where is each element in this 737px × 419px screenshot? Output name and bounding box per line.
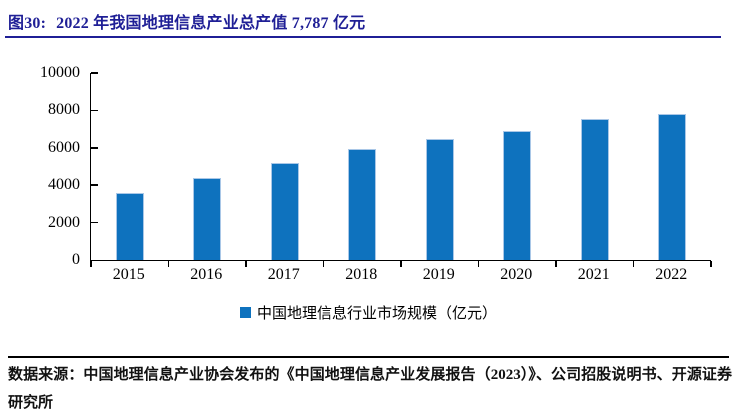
y-tick-label-4000: 4000	[48, 176, 80, 194]
title-divider-rule	[5, 36, 721, 38]
bar-2022	[658, 114, 687, 260]
x-tick-mark-1	[167, 261, 170, 267]
y-tick-mark-10000	[91, 72, 98, 74]
x-axis-label-2015: 2015	[112, 266, 145, 283]
bar-2018	[348, 148, 377, 260]
x-tick-mark-0	[90, 261, 92, 267]
bar-2016	[193, 178, 222, 260]
y-tick-label-0: 0	[72, 251, 80, 268]
y-tick-label-8000: 8000	[48, 101, 80, 119]
x-tick-mark-7	[632, 261, 635, 267]
x-axis-label-2016: 2016	[190, 266, 223, 283]
bar-2020	[503, 131, 532, 260]
x-tick-mark-8	[710, 261, 712, 267]
bar-2017	[270, 163, 299, 260]
y-tick-label-2000: 2000	[48, 213, 80, 231]
bar-2015	[115, 192, 144, 260]
x-axis-label-2022: 2022	[655, 266, 688, 283]
figure-title: 图30: 2022 年我国地理信息产业总产值 7,787 亿元	[8, 9, 730, 33]
x-axis-label-2018: 2018	[345, 266, 378, 283]
y-tick-mark-6000	[91, 147, 98, 149]
bar-2019	[425, 138, 454, 260]
bar-2021	[580, 119, 609, 260]
data-source-note: 数据来源：中国地理信息产业协会发布的《中国地理信息产业发展报告（2023）》、公…	[8, 367, 732, 411]
x-tick-mark-4	[400, 261, 402, 267]
y-tick-label-6000: 6000	[48, 138, 80, 156]
chart-legend: 中国地理信息行业市场规模（亿元）	[0, 302, 737, 323]
figure-number-label: 图30:	[8, 15, 47, 32]
y-tick-mark-4000	[91, 184, 98, 186]
x-axis-label-2019: 2019	[422, 266, 455, 283]
y-tick-mark-2000	[91, 221, 98, 224]
plot-area	[90, 72, 712, 267]
x-tick-mark-3	[322, 261, 325, 267]
footer-divider-rule	[8, 356, 729, 358]
bar-chart: 0 2000 4000 6000 8000 10000 2015 2016 2017 2018 2…	[0, 60, 737, 300]
y-tick-label-10000: 10000	[40, 64, 80, 81]
x-axis-label-2017: 2017	[267, 266, 300, 283]
x-tick-mark-6	[555, 261, 557, 267]
y-tick-mark-8000	[91, 109, 98, 112]
figure-title-text: 2022 年我国地理信息产业总产值 7,787 亿元	[56, 15, 366, 32]
x-axis-label-2020: 2020	[500, 266, 533, 283]
legend-marker-square	[239, 307, 251, 318]
x-axis-label-2021: 2021	[577, 266, 610, 283]
x-tick-mark-5	[477, 261, 480, 267]
legend-series-label: 中国地理信息行业市场规模（亿元）	[256, 306, 497, 322]
x-tick-mark-2	[245, 261, 247, 267]
